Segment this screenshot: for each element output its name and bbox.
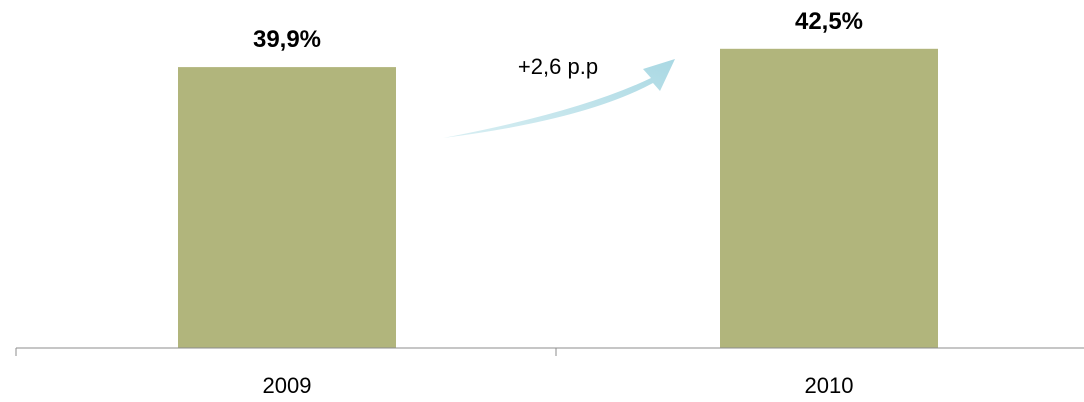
bar-2009: [178, 67, 396, 348]
growth-annotation: +2,6 p.p: [518, 54, 598, 79]
bar-value-label-2010: 42,5%: [795, 8, 863, 35]
growth-arrow: [443, 59, 675, 138]
bar-2010: [720, 48, 938, 349]
bars-group: 39,9% 42,5%: [178, 8, 938, 349]
x-tick-label-2009: 2009: [263, 373, 312, 398]
x-tick-label-2010: 2010: [805, 373, 854, 398]
bar-value-label-2009: 39,9%: [253, 26, 321, 53]
tick-labels-group: 2009 2010: [263, 373, 854, 398]
